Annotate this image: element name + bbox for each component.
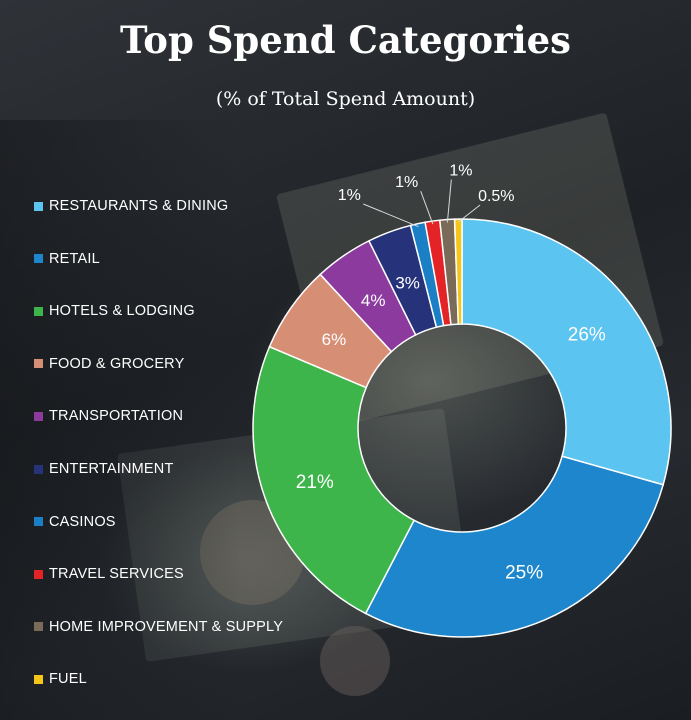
legend-label: HOTELS & LODGING bbox=[49, 303, 195, 320]
legend-swatch bbox=[34, 306, 43, 316]
chart-title: Top Spend Categories bbox=[119, 18, 572, 62]
legend-label: TRAVEL SERVICES bbox=[49, 566, 184, 583]
legend-label: ENTERTAINMENT bbox=[49, 461, 174, 477]
slice-value-label: 21% bbox=[296, 472, 334, 493]
legend-swatch bbox=[34, 359, 43, 369]
legend-swatch bbox=[34, 411, 43, 421]
legend-swatch bbox=[34, 622, 43, 632]
slice-value-label: 3% bbox=[395, 273, 420, 292]
legend-swatch bbox=[34, 201, 43, 211]
legend-label: HOME IMPROVEMENT & SUPPLY bbox=[49, 618, 284, 635]
legend-swatch bbox=[34, 517, 43, 527]
slice-leader-line bbox=[363, 203, 419, 228]
donut-slice bbox=[461, 218, 672, 486]
slice-leader-line bbox=[446, 179, 452, 223]
legend-label: RESTAURANTS & DINING bbox=[49, 198, 229, 214]
donut-slice bbox=[364, 455, 665, 638]
legend-item: HOTELS & LODGING bbox=[34, 301, 195, 321]
legend-label: FOOD & GROCERY bbox=[49, 355, 185, 372]
legend-label: CASINOS bbox=[49, 513, 116, 530]
legend-item: CASINOS bbox=[34, 512, 116, 532]
legend-item: ENTERTAINMENT bbox=[34, 459, 174, 479]
legend-item: RETAIL bbox=[34, 249, 100, 269]
slice-value-label: 1% bbox=[338, 187, 361, 204]
legend-swatch bbox=[34, 254, 43, 264]
legend-swatch bbox=[34, 569, 43, 579]
slice-value-label: 1% bbox=[395, 174, 418, 191]
slice-value-label: 6% bbox=[322, 330, 347, 349]
legend-item: HOME IMPROVEMENT & SUPPLY bbox=[34, 617, 283, 637]
legend-item: TRAVEL SERVICES bbox=[34, 564, 184, 584]
slice-value-label: 25% bbox=[505, 563, 543, 584]
legend-swatch bbox=[34, 674, 43, 684]
legend-swatch bbox=[34, 464, 43, 474]
chart-subtitle: (% of Total Spend Amount) bbox=[215, 88, 476, 110]
background-coin bbox=[320, 626, 390, 696]
slice-value-label: 26% bbox=[568, 325, 606, 346]
slice-leader-line bbox=[458, 204, 481, 223]
slice-value-label: 4% bbox=[361, 291, 386, 310]
legend-label: FUEL bbox=[49, 671, 87, 688]
legend-item: RESTAURANTS & DINING bbox=[34, 196, 228, 216]
donut-slice bbox=[453, 218, 463, 325]
donut-slice bbox=[252, 345, 416, 615]
slice-value-label: 0.5% bbox=[478, 188, 514, 205]
legend-item: TRANSPORTATION bbox=[34, 406, 183, 426]
slice-leader-line bbox=[420, 191, 434, 225]
slice-value-label: 1% bbox=[449, 163, 472, 180]
legend-item: FOOD & GROCERY bbox=[34, 354, 184, 374]
legend-item: FUEL bbox=[34, 669, 87, 689]
legend-label: RETAIL bbox=[49, 250, 100, 267]
legend-label: TRANSPORTATION bbox=[49, 408, 184, 425]
